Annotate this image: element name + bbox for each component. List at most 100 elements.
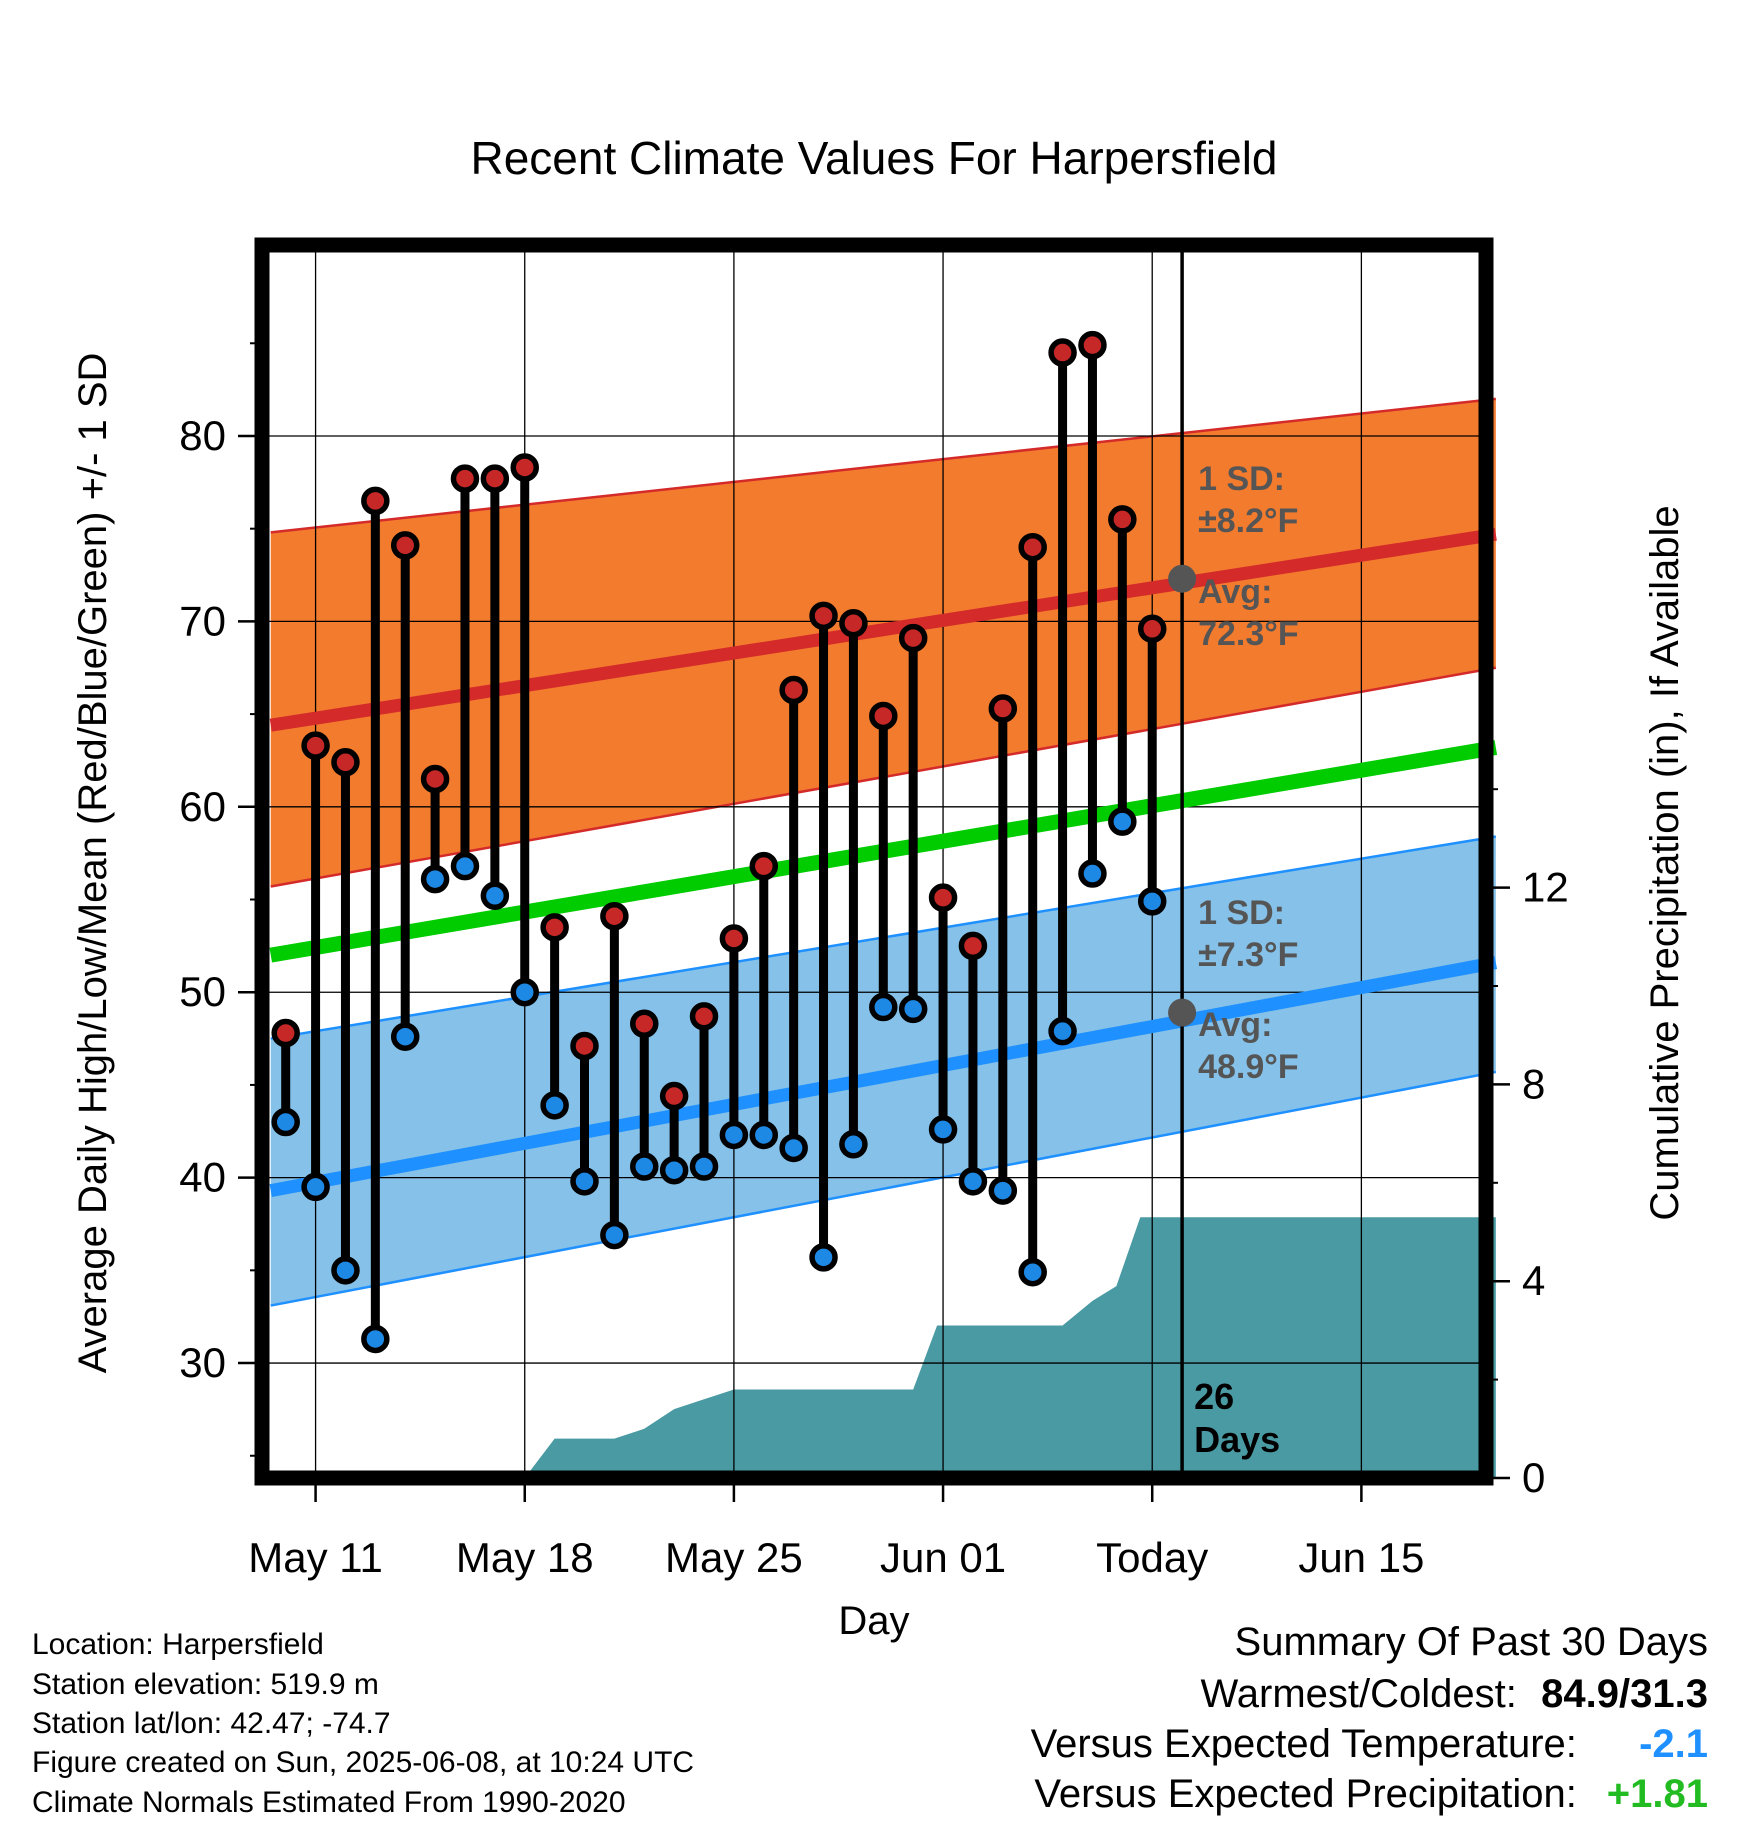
high-temp-point [689,1002,719,1031]
high-sd-label: 1 SD: [1198,460,1285,498]
low-temp-point [390,1022,420,1051]
low-temp-point [600,1220,629,1250]
summary-precipitation-value: +1.81 [1606,1772,1708,1816]
low-avg-marker [1168,998,1197,1027]
low-temp-point [630,1152,659,1181]
low-temp-point [898,994,928,1024]
summary-title: Summary Of Past 30 Days [1234,1620,1708,1664]
high-sd-band-upper-edge [270,397,1496,534]
high-temp-point [420,764,450,794]
low-normal-line [269,956,1498,1197]
low-temp-point [510,977,539,1007]
low-temp-point [331,1256,360,1285]
footer-elevation: Station elevation: 519.9 m [32,1668,379,1701]
low-temp-point [809,1243,838,1272]
x-tick-label: May 18 [456,1534,594,1581]
y-axis-title: Average Daily High/Low/Mean (Red/Blue/Gr… [71,353,115,1374]
precipitation-fill [270,1217,1496,1478]
low-temp-point [1078,859,1107,888]
low-temp-point [420,864,450,894]
footer-created: Figure created on Sun, 2025-06-08, at 10… [32,1746,695,1779]
days-label: Days [1194,1419,1280,1460]
y2-tick-label: 12 [1522,864,1569,911]
low-temp-point [958,1167,988,1196]
low-temp-point [480,881,510,911]
low-temp-point [1108,807,1137,836]
y-tick-label: 60 [179,783,226,830]
high-temp-point [450,464,480,493]
axes: 30 40 50 60 70 80 0 4 8 12 May 11 May 18 May 25 Jun 0… [179,342,1569,1581]
y-tick-label: 80 [179,412,226,459]
x-tick-label: Jun 15 [1298,1534,1424,1581]
low-avg-label: Avg: [1198,1006,1272,1044]
high-temp-point [361,486,390,516]
high-temp-point [869,701,898,731]
low-temp-point [361,1324,390,1354]
high-temp-point [988,694,1018,723]
summary-temperature: Versus Expected Temperature: -2.1 [1031,1722,1708,1767]
y-tick-label: 70 [179,597,226,644]
high-temp-point [898,623,928,653]
high-temp-point [928,883,958,912]
y2-tick-label: 8 [1522,1060,1545,1107]
high-temp-point [749,851,779,881]
high-temp-point [630,1009,659,1038]
low-temp-point [719,1120,749,1150]
high-temp-point [1108,505,1137,534]
precipitation-area [270,1217,1496,1478]
summary-temperature-label: Versus Expected Temperature: [1030,1722,1577,1766]
high-temp-point [779,675,808,705]
x-tick-label: May 11 [248,1534,383,1581]
days-count: 26 [1194,1376,1234,1417]
low-avg-value: 48.9°F [1198,1048,1299,1086]
high-temp-point [958,931,988,961]
high-sd-band [270,398,1496,887]
high-temp-point [839,608,868,638]
y-tick-label: 30 [179,1339,226,1386]
low-temp-point [869,992,898,1022]
summary-temperature-value: -2.1 [1639,1722,1708,1766]
high-temp-point [600,901,629,931]
high-avg-label: Avg: [1198,573,1272,611]
footer-location: Location: Harpersfield [32,1628,324,1661]
summary-precipitation-label: Versus Expected Precipitation: [1034,1772,1577,1816]
high-temp-point [271,1018,300,1048]
x-axis-title: Day [838,1599,909,1643]
high-temp-point [719,924,749,953]
footer-normals: Climate Normals Estimated From 1990-2020 [32,1786,626,1819]
x-tick-label: Jun 01 [880,1534,1006,1581]
low-temp-point [450,851,480,881]
low-sd-label: 1 SD: [1198,894,1285,932]
y2-tick-label: 4 [1522,1257,1545,1304]
low-temp-point [540,1091,569,1120]
y-tick-label: 40 [179,1154,226,1201]
low-temp-point [301,1172,330,1202]
low-temp-point [271,1107,300,1137]
x-tick-label: Today [1096,1534,1208,1581]
high-temp-point [809,601,838,631]
annotations: 1 SD: ±8.2°F Avg: 72.3°F 1 SD: ±7.3°F Avg: 48.9… [1168,460,1299,1460]
daily-temperature-bars [271,330,1167,1354]
plot-border [254,237,1494,1486]
summary-warm-cold-value: 84.9/31.3 [1541,1672,1708,1716]
low-temp-point [1137,887,1167,916]
chart-title: Recent Climate Values For Harpersfield [470,132,1277,184]
low-temp-point [659,1155,689,1185]
footer-latlon: Station lat/lon: 42.47; -74.7 [32,1707,391,1740]
high-temp-point [510,453,539,482]
low-temp-point [928,1115,958,1144]
high-temp-point [331,748,360,777]
low-temp-point [749,1120,779,1150]
high-avg-value: 72.3°F [1198,615,1299,653]
y2-axis-title: Cumulative Precipitation (in), If Availa… [1643,505,1687,1220]
summary-precipitation: Versus Expected Precipitation: +1.81 [1034,1772,1708,1817]
low-temp-point [1048,1016,1077,1046]
low-sd-band-lower-edge [270,1070,1497,1307]
low-temp-point [570,1167,599,1196]
high-temp-point [1078,330,1107,360]
summary-warm-cold-label: Warmest/Coldest: [1200,1672,1517,1716]
high-temp-point [1137,614,1167,644]
high-temp-point [1048,338,1077,367]
high-sd-value: ±8.2°F [1198,502,1298,540]
